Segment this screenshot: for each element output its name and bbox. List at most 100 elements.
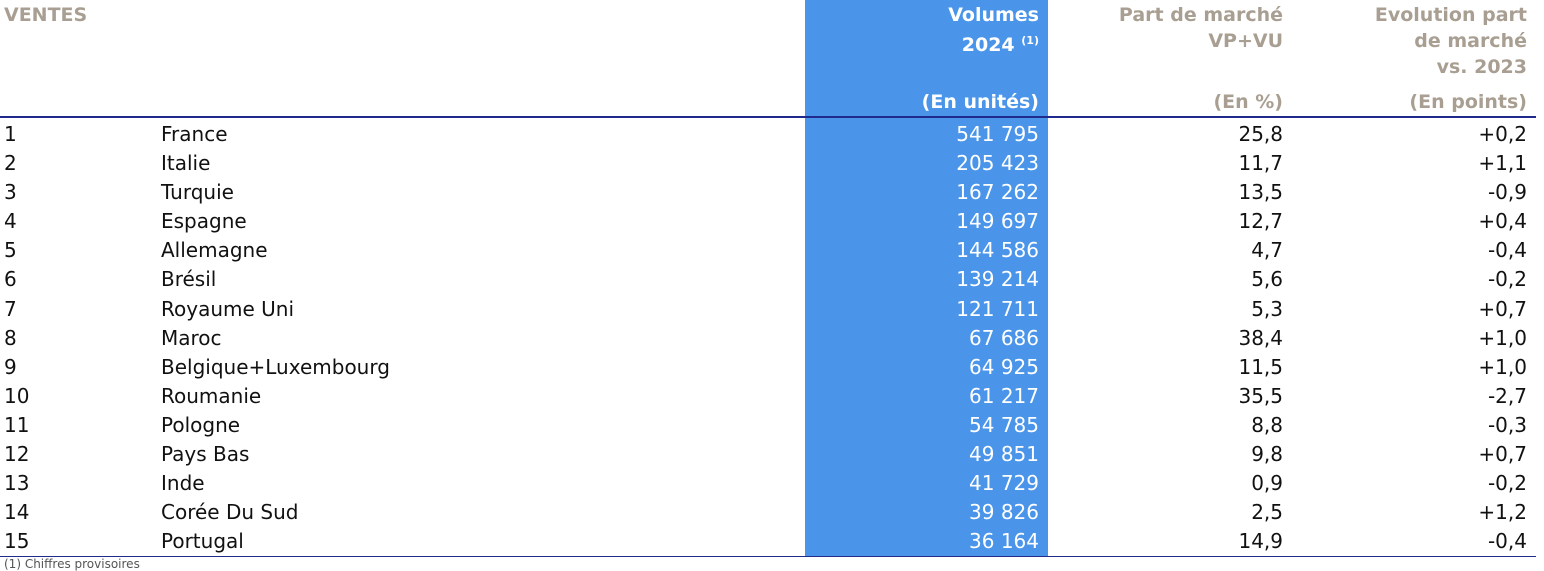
rank-cell: 5 bbox=[4, 238, 17, 263]
share-cell: 11,5 bbox=[1238, 354, 1283, 379]
share-cell: 0,9 bbox=[1251, 471, 1283, 496]
header-volumes-note: (1) bbox=[1021, 34, 1039, 47]
rank-cell: 6 bbox=[4, 267, 17, 292]
table-row: 15 Portugal 36 164 14,9 -0,4 bbox=[0, 527, 1536, 556]
footnote: (1) Chiffres provisoires bbox=[4, 557, 140, 571]
country-cell: Corée Du Sud bbox=[161, 500, 299, 525]
header-part: Part de marché VP+VU bbox=[1119, 2, 1283, 54]
share-cell: 35,5 bbox=[1238, 383, 1283, 408]
rank-cell: 7 bbox=[4, 296, 17, 321]
share-cell: 9,8 bbox=[1251, 442, 1283, 467]
change-cell: -0,3 bbox=[1487, 412, 1527, 437]
rank-cell: 9 bbox=[4, 354, 17, 379]
table-header: VENTES Volumes 2024 (1) (En unités) Part… bbox=[0, 0, 1536, 117]
share-cell: 8,8 bbox=[1251, 412, 1283, 437]
change-cell: +1,2 bbox=[1478, 500, 1527, 525]
table-row: 1 France 541 795 25,8 +0,2 bbox=[0, 120, 1536, 149]
share-cell: 12,7 bbox=[1238, 209, 1283, 234]
country-cell: Royaume Uni bbox=[161, 296, 295, 321]
change-cell: +0,7 bbox=[1478, 296, 1527, 321]
volume-cell: 41 729 bbox=[969, 471, 1039, 496]
change-cell: -0,2 bbox=[1487, 471, 1527, 496]
rank-cell: 15 bbox=[4, 529, 30, 554]
table-row: 2 Italie 205 423 11,7 +1,1 bbox=[0, 149, 1536, 178]
volume-cell: 205 423 bbox=[956, 151, 1039, 176]
volume-cell: 64 925 bbox=[969, 354, 1039, 379]
share-cell: 4,7 bbox=[1251, 238, 1283, 263]
header-part-unit: (En %) bbox=[1213, 91, 1283, 113]
country-cell: Portugal bbox=[161, 529, 244, 554]
share-cell: 11,7 bbox=[1238, 151, 1283, 176]
country-cell: Brésil bbox=[161, 267, 217, 292]
country-cell: Pologne bbox=[161, 412, 241, 437]
change-cell: -0,9 bbox=[1487, 180, 1527, 205]
country-cell: Espagne bbox=[161, 209, 247, 234]
country-cell: Roumanie bbox=[161, 383, 262, 408]
country-cell: Turquie bbox=[161, 180, 234, 205]
volume-cell: 39 826 bbox=[969, 500, 1039, 525]
share-cell: 38,4 bbox=[1238, 325, 1283, 350]
table-row: 8 Maroc 67 686 38,4 +1,0 bbox=[0, 324, 1536, 353]
change-cell: -0,4 bbox=[1487, 238, 1527, 263]
header-volumes: Volumes 2024 (1) bbox=[948, 2, 1039, 58]
header-evolution-line2: de marché bbox=[1414, 30, 1527, 52]
volume-cell: 144 586 bbox=[956, 238, 1039, 263]
country-cell: Allemagne bbox=[161, 238, 268, 263]
rank-cell: 1 bbox=[4, 122, 17, 146]
table-row: 3 Turquie 167 262 13,5 -0,9 bbox=[0, 178, 1536, 207]
share-cell: 5,3 bbox=[1251, 296, 1283, 321]
header-ventes: VENTES bbox=[4, 4, 88, 26]
country-cell: Belgique+Luxembourg bbox=[161, 354, 390, 379]
table-body: 1 France 541 795 25,8 +0,2 2 Italie 205 … bbox=[0, 120, 1536, 556]
change-cell: -2,7 bbox=[1487, 383, 1527, 408]
table-row: 9 Belgique+Luxembourg 64 925 11,5 +1,0 bbox=[0, 353, 1536, 382]
change-cell: -0,2 bbox=[1487, 267, 1527, 292]
change-cell: +1,1 bbox=[1478, 151, 1527, 176]
share-cell: 5,6 bbox=[1251, 267, 1283, 292]
change-cell: +0,7 bbox=[1478, 442, 1527, 467]
table-row: 4 Espagne 149 697 12,7 +0,4 bbox=[0, 207, 1536, 236]
rank-cell: 11 bbox=[4, 412, 30, 437]
bottom-rule bbox=[0, 556, 1536, 557]
rank-cell: 13 bbox=[4, 471, 30, 496]
volume-cell: 36 164 bbox=[969, 529, 1039, 554]
share-cell: 25,8 bbox=[1238, 122, 1283, 146]
rank-cell: 2 bbox=[4, 151, 17, 176]
share-cell: 14,9 bbox=[1238, 529, 1283, 554]
country-cell: Inde bbox=[161, 471, 205, 496]
table-row: 7 Royaume Uni 121 711 5,3 +0,7 bbox=[0, 295, 1536, 324]
volume-cell: 49 851 bbox=[969, 442, 1039, 467]
header-rule bbox=[0, 116, 1536, 118]
header-part-line1: Part de marché bbox=[1118, 4, 1283, 26]
country-cell: Maroc bbox=[161, 325, 222, 350]
table-row: 13 Inde 41 729 0,9 -0,2 bbox=[0, 469, 1536, 498]
change-cell: +1,0 bbox=[1478, 354, 1527, 379]
volume-cell: 541 795 bbox=[956, 122, 1039, 146]
rank-cell: 4 bbox=[4, 209, 17, 234]
rank-cell: 8 bbox=[4, 325, 17, 350]
header-volumes-year: 2024 bbox=[961, 34, 1015, 56]
country-cell: Italie bbox=[161, 151, 211, 176]
volume-cell: 167 262 bbox=[956, 180, 1039, 205]
volume-cell: 54 785 bbox=[969, 412, 1039, 437]
header-evolution-unit: (En points) bbox=[1409, 91, 1527, 113]
volume-cell: 61 217 bbox=[969, 383, 1039, 408]
rank-cell: 14 bbox=[4, 500, 30, 525]
table-row: 12 Pays Bas 49 851 9,8 +0,7 bbox=[0, 440, 1536, 469]
share-cell: 13,5 bbox=[1238, 180, 1283, 205]
country-cell: France bbox=[161, 122, 228, 146]
rank-cell: 3 bbox=[4, 180, 17, 205]
change-cell: +0,2 bbox=[1478, 122, 1527, 146]
share-cell: 2,5 bbox=[1251, 500, 1283, 525]
header-evolution-line1: Evolution part bbox=[1374, 4, 1527, 26]
rank-cell: 12 bbox=[4, 442, 30, 467]
table-row: 6 Brésil 139 214 5,6 -0,2 bbox=[0, 265, 1536, 294]
header-volumes-line2: 2024 (1) bbox=[948, 28, 1039, 58]
header-volumes-line1: Volumes bbox=[948, 4, 1039, 26]
change-cell: -0,4 bbox=[1487, 529, 1527, 554]
table-row: 10 Roumanie 61 217 35,5 -2,7 bbox=[0, 382, 1536, 411]
table-row: 14 Corée Du Sud 39 826 2,5 +1,2 bbox=[0, 498, 1536, 527]
country-cell: Pays Bas bbox=[161, 442, 250, 467]
volume-cell: 121 711 bbox=[956, 296, 1039, 321]
table-row: 5 Allemagne 144 586 4,7 -0,4 bbox=[0, 236, 1536, 265]
